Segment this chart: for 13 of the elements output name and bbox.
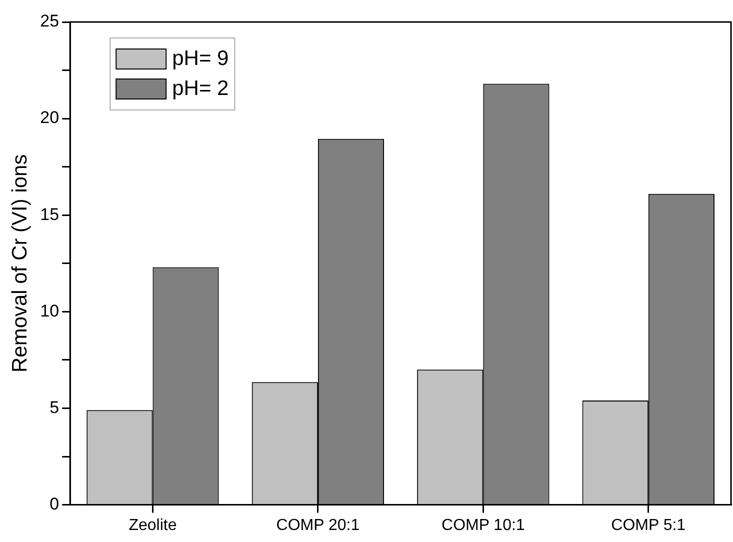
- x-tick-label: COMP 20:1: [276, 516, 360, 534]
- y-tick-label: 10: [40, 301, 60, 320]
- legend-label: pH= 2: [172, 76, 229, 100]
- legend-label: pH= 9: [172, 46, 229, 70]
- x-tick-label: Zeolite: [128, 516, 177, 534]
- y-axis-title: Removal of Cr (VI) ions: [8, 154, 32, 373]
- x-tick-label: COMP 10:1: [442, 516, 525, 534]
- x-tick-label: COMP 5:1: [611, 516, 686, 534]
- y-tick-label: 20: [40, 108, 60, 128]
- y-tick-label: 15: [40, 204, 60, 224]
- y-tick-label: 0: [50, 494, 60, 514]
- y-tick-label: 25: [40, 12, 60, 31]
- y-tick-label: 5: [50, 398, 60, 417]
